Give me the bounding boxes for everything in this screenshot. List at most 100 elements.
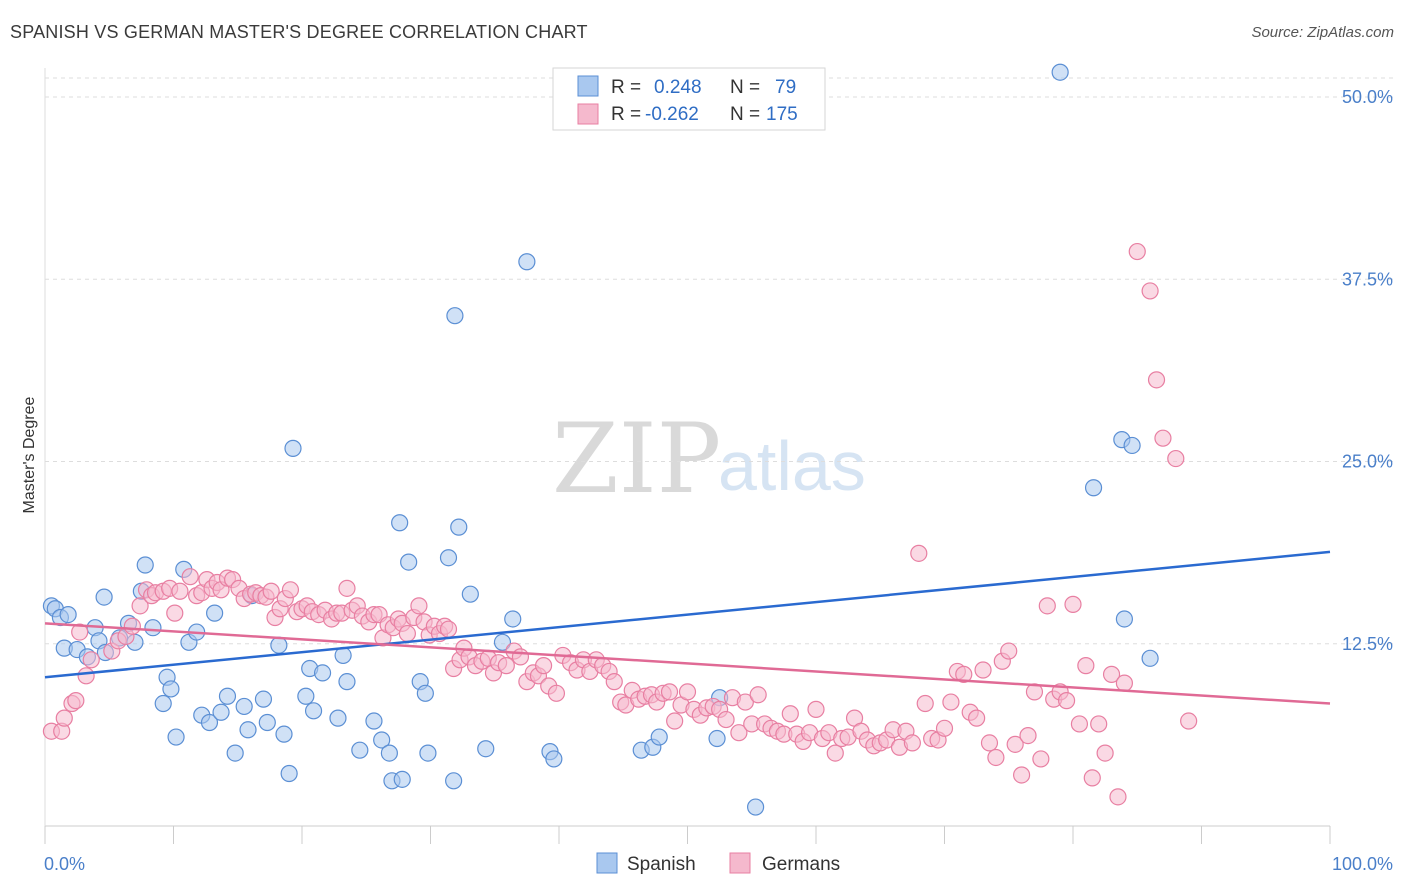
watermark-zip: ZIP xyxy=(552,403,721,515)
germans-point xyxy=(1115,674,1134,692)
bottom-legend-swatch-germans xyxy=(729,852,751,874)
spanish-point xyxy=(1051,63,1069,81)
germans-point xyxy=(1032,750,1050,768)
germans-point xyxy=(935,719,954,737)
germans-point xyxy=(281,581,300,599)
legend-swatch-spanish xyxy=(577,75,599,97)
spanish-point xyxy=(393,770,411,788)
germans-point xyxy=(181,568,199,586)
spanish-point xyxy=(416,684,434,702)
spanish-point xyxy=(206,604,224,622)
spanish-point xyxy=(136,556,154,574)
spanish-point xyxy=(477,740,495,758)
germans-point xyxy=(1077,657,1095,675)
y-tick-label: 50.0% xyxy=(1342,87,1393,107)
chart-title: SPANISH VS GERMAN MASTER'S DEGREE CORREL… xyxy=(10,22,588,42)
spanish-point xyxy=(446,307,464,325)
spanish-point xyxy=(167,728,185,746)
germans-point xyxy=(942,693,960,711)
y-tick-label: 25.0% xyxy=(1342,452,1393,472)
germans-point xyxy=(398,624,416,643)
spanish-point xyxy=(162,680,180,698)
germans-point xyxy=(826,744,844,762)
spanish-point xyxy=(95,588,113,606)
y-axis-title: Master's Degree xyxy=(21,396,38,513)
germans-point xyxy=(1154,429,1172,447)
spanish-point xyxy=(439,549,458,567)
spanish-point xyxy=(461,585,479,603)
spanish-point xyxy=(154,694,172,713)
spanish-point xyxy=(450,518,468,536)
germans-point xyxy=(781,705,799,723)
germans-point xyxy=(547,684,566,702)
germans-point xyxy=(1038,597,1056,615)
germans-point xyxy=(1006,735,1024,753)
germans-point xyxy=(166,604,184,622)
germans-point xyxy=(974,661,992,679)
germans-point xyxy=(77,667,95,685)
bottom-legend-swatch-spanish xyxy=(596,852,618,874)
germans-point xyxy=(955,665,973,683)
germans-point xyxy=(605,673,623,691)
watermark: ZIP atlas xyxy=(552,403,866,515)
germans-trend-line xyxy=(44,622,1331,705)
chart-source: Source: ZipAtlas.com xyxy=(1251,24,1394,41)
spanish-point xyxy=(380,744,398,762)
germans-point xyxy=(736,693,754,711)
spanish-point xyxy=(1084,479,1103,497)
x-tick-label-max: 100.0% xyxy=(1332,854,1393,874)
bottom-legend: Spanish Germans xyxy=(596,852,840,875)
germans-point xyxy=(1128,242,1146,261)
spanish-point xyxy=(329,709,347,727)
germans-point xyxy=(916,694,934,713)
spanish-point xyxy=(212,703,230,721)
spanish-points xyxy=(42,63,1159,816)
x-tick-label-min: 0.0% xyxy=(44,854,85,874)
germans-point xyxy=(410,597,428,615)
trend-lines xyxy=(44,550,1331,705)
spanish-point xyxy=(200,713,219,732)
germans-point xyxy=(749,686,767,704)
germans-point xyxy=(987,748,1005,767)
germans-point xyxy=(660,683,679,701)
germans-point xyxy=(55,709,73,727)
spanish-point xyxy=(365,712,383,730)
germans-point xyxy=(262,582,280,600)
spanish-point xyxy=(493,633,512,651)
spanish-point xyxy=(650,728,668,746)
germans-point xyxy=(1057,692,1076,710)
germans-point xyxy=(534,657,553,675)
germans-point xyxy=(730,724,748,742)
spanish-point xyxy=(275,725,293,743)
spanish-point xyxy=(270,636,288,654)
germans-point xyxy=(71,623,89,641)
y-tick-labels: 12.5% 25.0% 37.5% 50.0% xyxy=(1342,87,1393,654)
germans-point xyxy=(1000,642,1018,660)
gridlines xyxy=(45,77,1395,645)
spanish-point xyxy=(504,610,522,628)
germans-point xyxy=(82,651,100,669)
spanish-point xyxy=(338,673,356,691)
spanish-point xyxy=(258,713,276,732)
spanish-point xyxy=(239,721,257,739)
spanish-point xyxy=(391,514,409,532)
legend-r-label-germans: R = xyxy=(611,104,641,125)
germans-point xyxy=(807,700,825,718)
spanish-point xyxy=(226,744,244,762)
legend-n-label-spanish: N = xyxy=(730,77,760,98)
y-tick-label: 12.5% xyxy=(1342,634,1393,654)
germans-point xyxy=(1012,766,1031,784)
spanish-point xyxy=(144,619,162,637)
germans-points xyxy=(42,242,1198,806)
legend-swatch-germans xyxy=(577,103,599,125)
spanish-point xyxy=(313,664,332,682)
legend-r-value-spanish: 0.248 xyxy=(654,77,702,98)
germans-point xyxy=(1109,788,1127,806)
germans-point xyxy=(1064,595,1082,613)
spanish-point xyxy=(280,764,298,783)
spanish-point xyxy=(708,729,726,748)
spanish-point xyxy=(254,690,273,708)
spanish-point xyxy=(1141,649,1159,667)
spanish-point xyxy=(284,439,302,457)
